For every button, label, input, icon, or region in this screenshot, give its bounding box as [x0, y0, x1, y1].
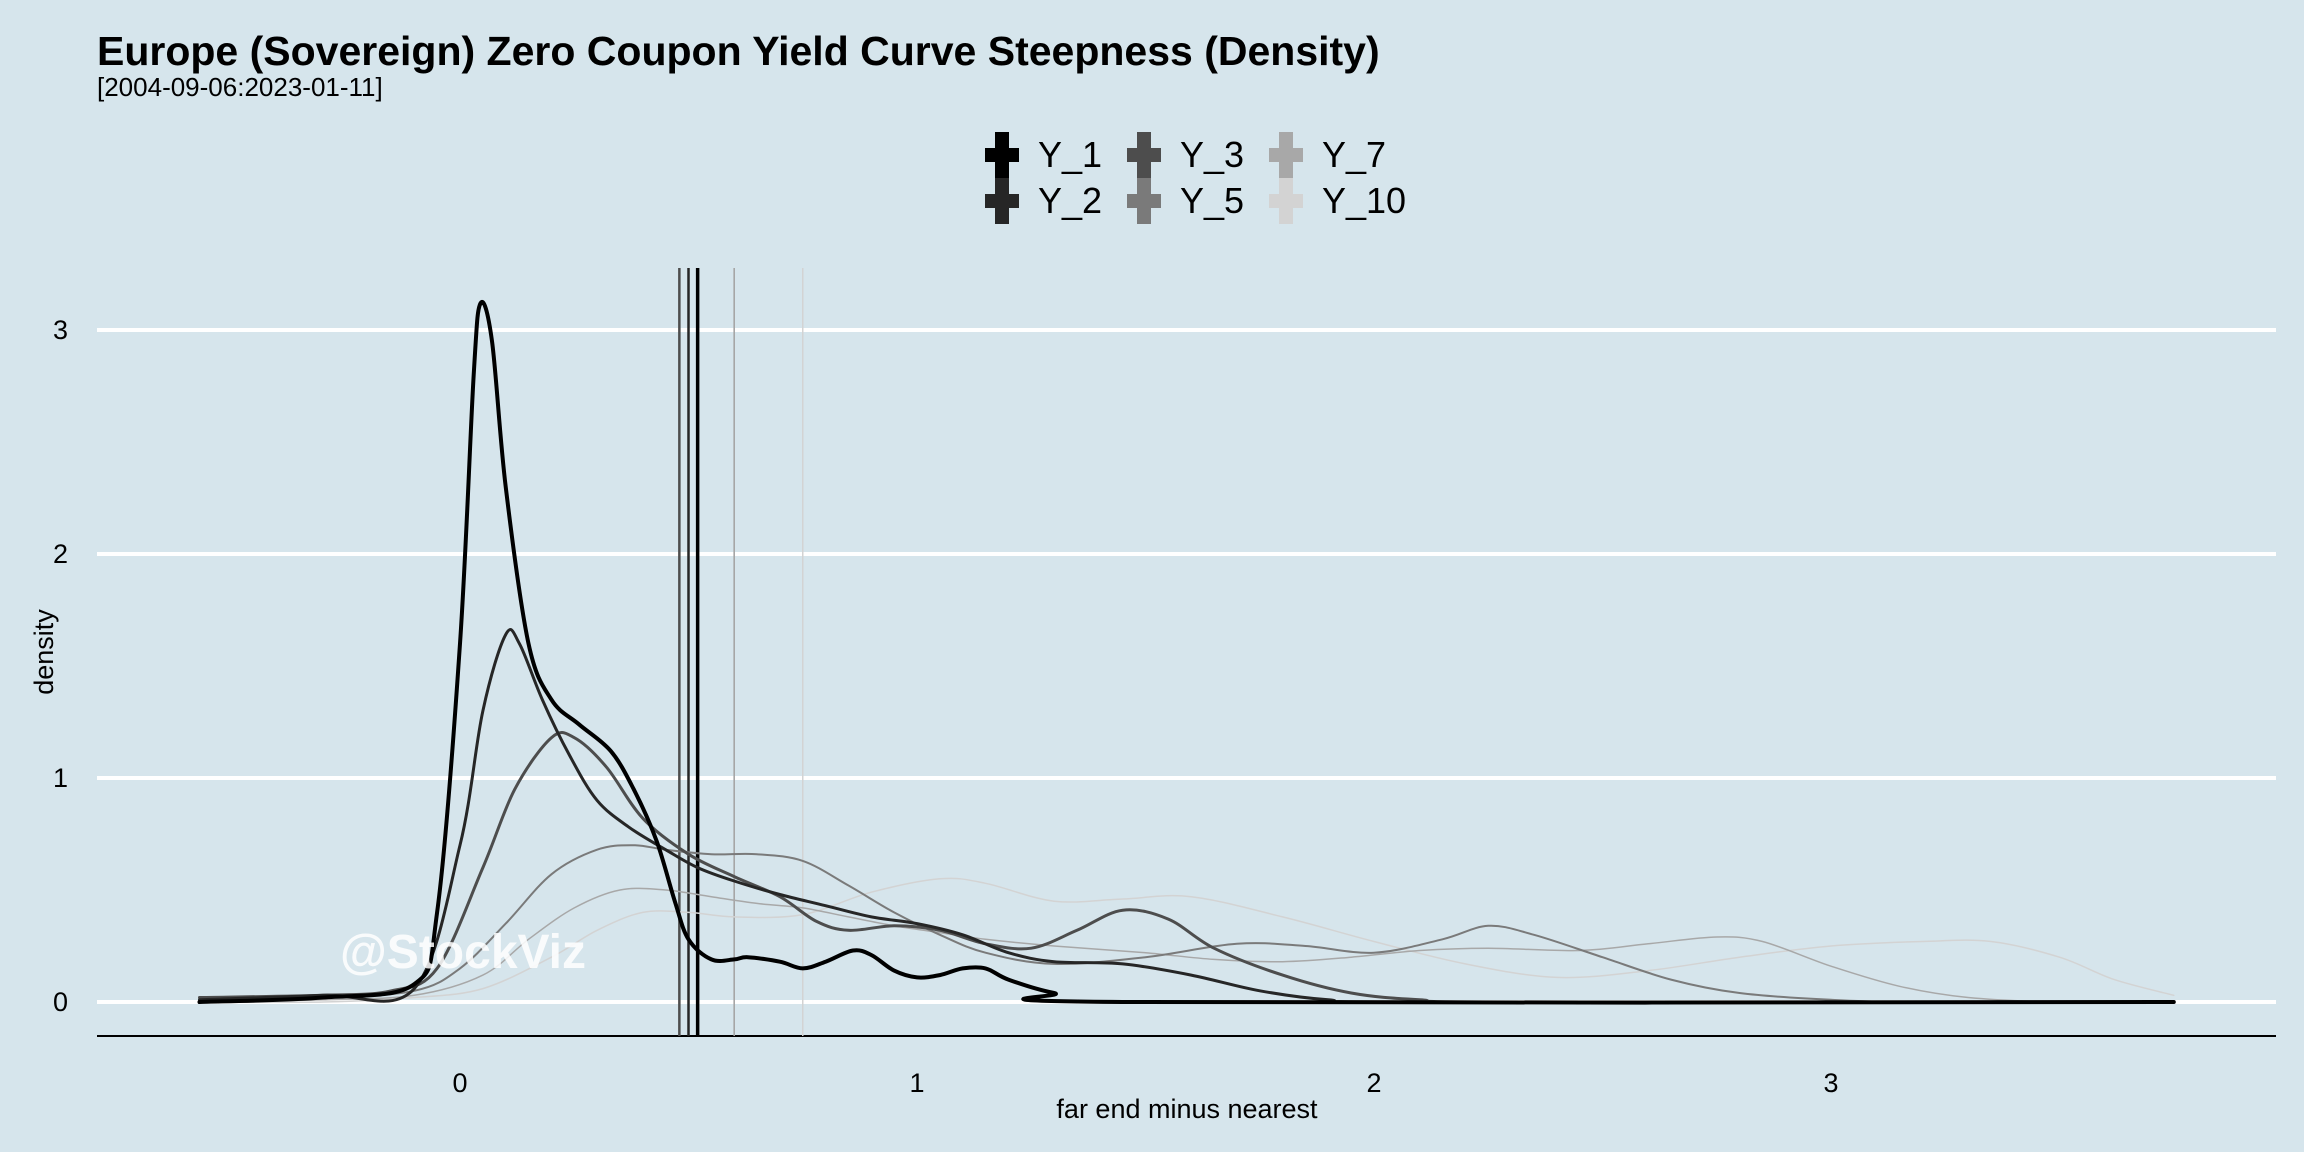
legend-key-y-1 — [985, 132, 1019, 178]
legend-key-y-7 — [1269, 132, 1303, 178]
legend-key-y-2 — [985, 178, 1019, 224]
legend-key-y-5 — [1127, 178, 1161, 224]
legend-key-y-10 — [1269, 178, 1303, 224]
legend-item-y-2: Y_2 — [982, 178, 1124, 224]
density-curve-y-7 — [198, 887, 2175, 1004]
legend-item-y-10: Y_10 — [1266, 178, 1408, 224]
watermark: @StockViz — [340, 926, 586, 979]
y-tick-label: 0 — [53, 987, 68, 1017]
chart-title: Europe (Sovereign) Zero Coupon Yield Cur… — [97, 28, 1380, 74]
x-tick-label: 3 — [1823, 1068, 1838, 1098]
density-curve-y-2 — [198, 628, 2176, 1004]
legend-item-y-7: Y_7 — [1266, 132, 1408, 178]
y-tick-label: 3 — [53, 315, 68, 345]
legend-label: Y_1 — [1038, 134, 1103, 175]
legend-item-y-3: Y_3 — [1124, 132, 1266, 178]
density-curve-y-5 — [198, 844, 2175, 1004]
density-curve-y-3 — [198, 731, 2176, 1004]
density-curve-y-1 — [197, 299, 2176, 1005]
legend-label: Y_5 — [1180, 180, 1245, 221]
legend-item-y-5: Y_5 — [1124, 178, 1266, 224]
y-axis-label: density — [29, 609, 59, 695]
x-axis-label: far end minus nearest — [1056, 1094, 1318, 1124]
legend-label: Y_7 — [1322, 134, 1387, 175]
chart-subtitle: [2004-09-06:2023-01-11] — [97, 72, 383, 102]
x-tick-label: 2 — [1366, 1068, 1381, 1098]
legend: Y_1 Y_2 Y_3 Y_5 Y_7 Y_10 — [982, 132, 1408, 224]
y-tick-label: 2 — [53, 539, 68, 569]
x-tick-label: 0 — [452, 1068, 467, 1098]
legend-label: Y_10 — [1322, 180, 1407, 221]
x-tick-label: 1 — [909, 1068, 924, 1098]
legend-label: Y_2 — [1038, 180, 1103, 221]
y-tick-label: 1 — [53, 763, 68, 793]
legend-label: Y_3 — [1180, 134, 1245, 175]
legend-key-y-3 — [1127, 132, 1161, 178]
density-curve-y-10 — [198, 877, 2175, 1004]
legend-item-y-1: Y_1 — [982, 132, 1124, 178]
